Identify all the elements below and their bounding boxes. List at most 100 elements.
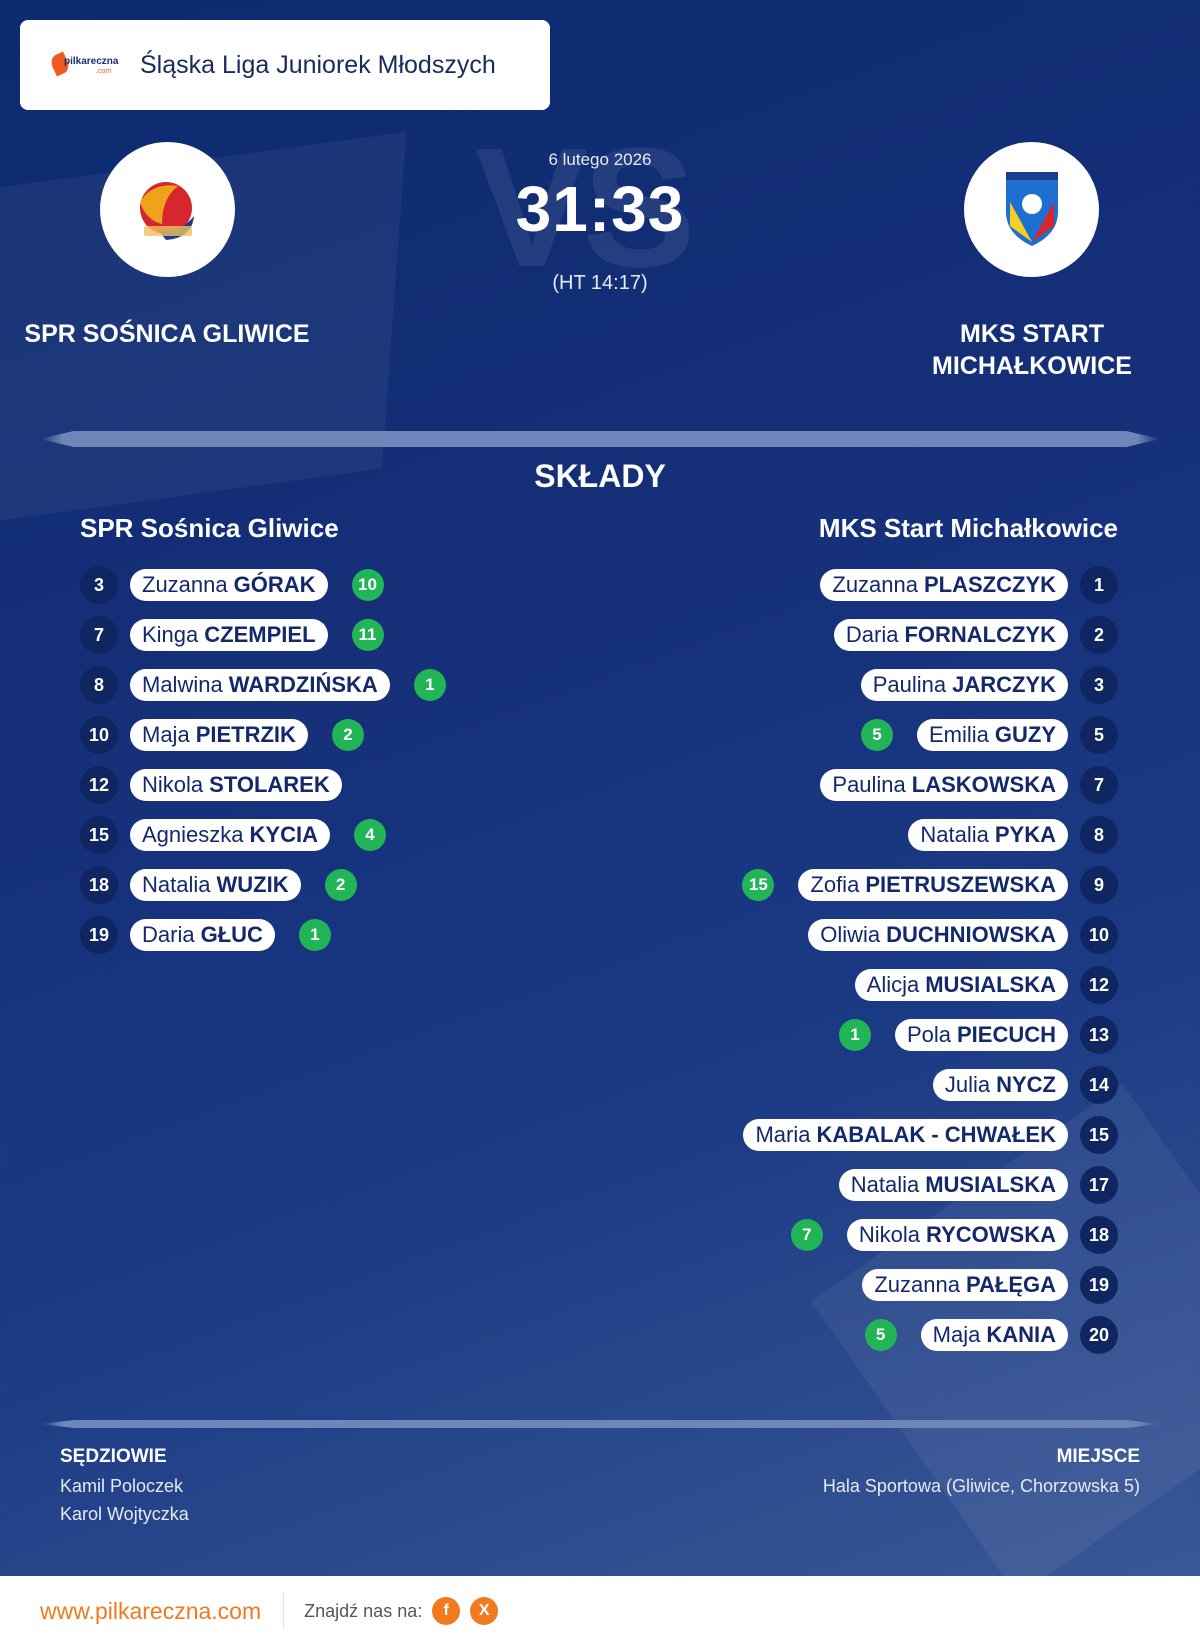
player-first-name: Malwina [142, 672, 223, 697]
player-last-name: LASKOWSKA [911, 772, 1056, 797]
player-last-name: KYCIA [249, 822, 318, 847]
logo-subtext: .com [96, 68, 112, 75]
away-crest-icon [1006, 172, 1058, 246]
player-first-name: Zuzanna [832, 572, 918, 597]
player-row: 3 Zuzanna GÓRAK 10 [80, 560, 446, 610]
player-last-name: GŁUC [200, 922, 263, 947]
home-player-list: 3 Zuzanna GÓRAK 10 7 Kinga CZEMPIEL 11 8 Malwina W… [80, 560, 446, 960]
goals-badge: 2 [331, 719, 364, 751]
player-first-name: Paulina [872, 672, 947, 697]
player-number: 18 [80, 866, 118, 904]
player-first-name: Emilia [928, 722, 989, 747]
player-name[interactable]: Paulina JARCZYK [860, 669, 1068, 701]
facebook-icon[interactable]: f [432, 1597, 461, 1625]
player-name[interactable]: Malwina WARDZIŃSKA [130, 669, 390, 701]
player-number: 12 [1080, 966, 1118, 1004]
player-name[interactable]: Kinga CZEMPIEL [130, 619, 328, 651]
player-number: 18 [1080, 1216, 1118, 1254]
player-name[interactable]: Maria KABALAK - CHWAŁEK [743, 1119, 1068, 1151]
player-name[interactable]: Daria GŁUC [130, 919, 275, 951]
player-first-name: Julia [944, 1072, 991, 1097]
player-name[interactable]: Natalia MUSIALSKA [838, 1169, 1068, 1201]
player-name[interactable]: Zofia PIETRUSZEWSKA [798, 869, 1068, 901]
player-last-name: PYKA [994, 822, 1056, 847]
player-last-name: CZEMPIEL [204, 622, 316, 647]
player-number: 12 [80, 766, 118, 804]
final-score: 31:33 [515, 173, 685, 245]
player-name[interactable]: Agnieszka KYCIA [130, 819, 330, 851]
player-name[interactable]: Zuzanna GÓRAK [130, 569, 328, 601]
player-row: Julia NYCZ 14 [742, 1060, 1118, 1110]
player-number: 19 [1080, 1266, 1118, 1304]
venue-value: Hala Sportowa (Gliwice, Chorzowska 5) [822, 1476, 1140, 1496]
divider-top [40, 431, 1160, 447]
player-name[interactable]: Daria FORNALCZYK [833, 619, 1068, 651]
league-header: pilkareczna .com Śląska Liga Juniorek Mł… [20, 20, 550, 110]
player-name[interactable]: Julia NYCZ [932, 1069, 1068, 1101]
x-icon[interactable]: X [470, 1597, 499, 1625]
home-squad-title: SPR Sośnica Gliwice [80, 513, 339, 543]
player-name[interactable]: Emilia GUZY [916, 719, 1068, 751]
player-first-name: Daria [142, 922, 195, 947]
player-first-name: Natalia [850, 1172, 920, 1197]
player-last-name: MUSIALSKA [925, 972, 1056, 997]
player-first-name: Nikola [858, 1222, 921, 1247]
player-first-name: Paulina [832, 772, 906, 797]
away-team-name: MKS START MICHAŁKOWICE [932, 320, 1132, 380]
player-last-name: GÓRAK [233, 572, 316, 597]
player-last-name: JARCZYK [952, 672, 1056, 697]
player-row: 7 Kinga CZEMPIEL 11 [80, 610, 446, 660]
divider-bottom [40, 1420, 1160, 1428]
player-name[interactable]: Paulina LASKOWSKA [820, 769, 1068, 801]
league-title: Śląska Liga Juniorek Młodszych [140, 50, 496, 79]
referee-name: Kamil Poloczek [60, 1476, 184, 1496]
goals-badge: 5 [860, 719, 893, 751]
squads-title: SKŁADY [534, 458, 666, 494]
goals-badge: 1 [298, 919, 331, 951]
goals-badge: 7 [790, 1219, 823, 1251]
goals-badge: 15 [742, 869, 775, 901]
player-name[interactable]: Nikola RYCOWSKA [846, 1219, 1068, 1251]
logo-text: pilkareczna [64, 56, 119, 67]
player-first-name: Zofia [810, 872, 860, 897]
player-first-name: Natalia [920, 822, 989, 847]
player-name[interactable]: Maja PIETRZIK [130, 719, 308, 751]
player-name[interactable]: Pola PIECUCH [894, 1019, 1068, 1051]
goals-badge: 5 [864, 1319, 897, 1351]
player-name[interactable]: Nikola STOLAREK [130, 769, 342, 801]
player-number: 9 [1080, 866, 1118, 904]
player-number: 10 [80, 716, 118, 754]
find-us-label: Znajdź nas na: [304, 1600, 423, 1621]
match-date: 6 lutego 2026 [548, 150, 652, 169]
player-name[interactable]: Zuzanna PLASZCZYK [820, 569, 1068, 601]
goals-badge: 11 [351, 619, 384, 651]
player-last-name: WUZIK [216, 872, 289, 897]
player-row: Alicja MUSIALSKA 12 [742, 960, 1118, 1010]
player-row: 7 Nikola RYCOWSKA 18 [742, 1210, 1118, 1260]
player-number: 8 [80, 666, 118, 704]
goals-badge: 1 [838, 1019, 871, 1051]
home-crest-icon [140, 182, 194, 240]
site-link[interactable]: www.pilkareczna.com [40, 1597, 262, 1624]
away-player-list: Zuzanna PLASZCZYK 1 Daria FORNALCZYK 2 Paulina… [742, 560, 1118, 1360]
player-name[interactable]: Maja KANIA [920, 1319, 1068, 1351]
player-number: 14 [1080, 1066, 1118, 1104]
player-name[interactable]: Natalia WUZIK [130, 869, 301, 901]
player-row: 15 Agnieszka KYCIA 4 [80, 810, 446, 860]
footer: www.pilkareczna.com Znajdź nas na: f X [0, 1576, 1200, 1646]
player-first-name: Kinga [142, 622, 199, 647]
player-first-name: Oliwia [820, 922, 881, 947]
player-name[interactable]: Alicja MUSIALSKA [854, 969, 1068, 1001]
home-team-crest [100, 142, 235, 277]
player-name[interactable]: Natalia PYKA [908, 819, 1068, 851]
player-number: 15 [80, 816, 118, 854]
player-name[interactable]: Oliwia DUCHNIOWSKA [808, 919, 1068, 951]
footer-separator [283, 1593, 285, 1629]
away-squad-title: MKS Start Michałkowice [818, 513, 1118, 543]
goals-badge: 4 [353, 819, 386, 851]
player-name[interactable]: Zuzanna PAŁĘGA [862, 1269, 1068, 1301]
home-team-name: SPR SOŚNICA GLIWICE [24, 320, 310, 348]
player-row: Paulina JARCZYK 3 [742, 660, 1118, 710]
player-number: 2 [1080, 616, 1118, 654]
pilkareczna-logo[interactable]: pilkareczna .com [48, 50, 122, 80]
